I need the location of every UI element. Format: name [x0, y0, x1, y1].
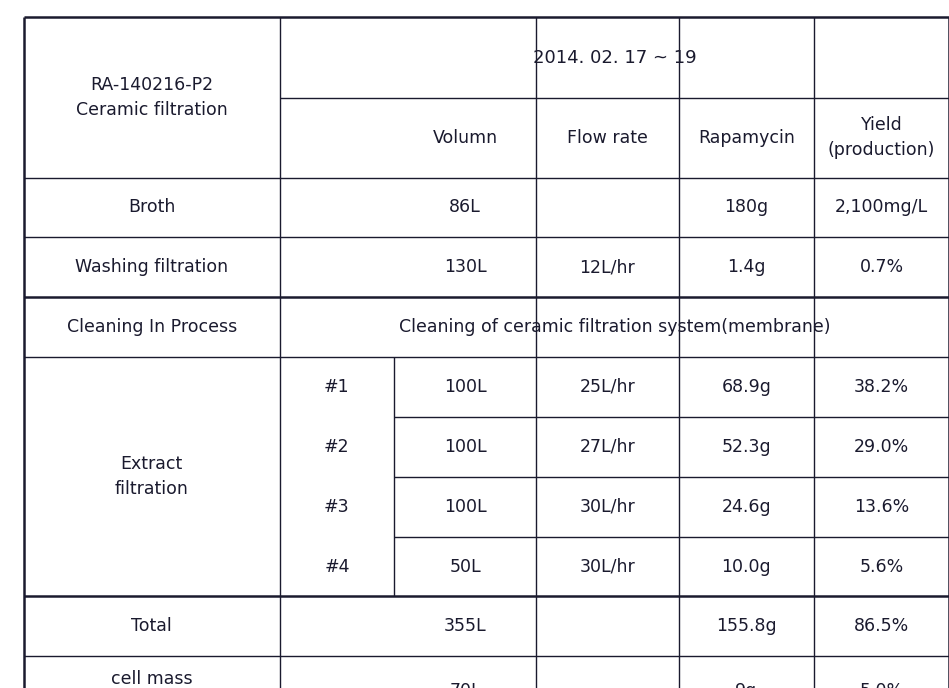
Text: RA-140216-P2
Ceramic filtration: RA-140216-P2 Ceramic filtration	[76, 76, 228, 119]
Text: cell mass
(concentrate): cell mass (concentrate)	[92, 670, 211, 688]
Text: Cleaning of ceramic filtration system(membrane): Cleaning of ceramic filtration system(me…	[399, 318, 830, 336]
Text: 13.6%: 13.6%	[854, 497, 909, 516]
Text: Broth: Broth	[128, 198, 176, 217]
Text: 10.0g: 10.0g	[721, 557, 772, 576]
Text: Yield
(production): Yield (production)	[828, 116, 936, 160]
Text: Volumn: Volumn	[433, 129, 497, 147]
Text: 130L: 130L	[444, 258, 486, 277]
Text: 5.6%: 5.6%	[860, 557, 903, 576]
Text: 100L: 100L	[444, 378, 486, 396]
Text: 355L: 355L	[444, 617, 486, 636]
Text: 68.9g: 68.9g	[721, 378, 772, 396]
Text: 86L: 86L	[449, 198, 481, 217]
Text: 1.4g: 1.4g	[727, 258, 766, 277]
Text: 155.8g: 155.8g	[716, 617, 776, 636]
Text: 27L/hr: 27L/hr	[580, 438, 635, 456]
Text: #4: #4	[325, 557, 349, 576]
Text: 29.0%: 29.0%	[854, 438, 909, 456]
Text: 12L/hr: 12L/hr	[580, 258, 635, 277]
Text: #1: #1	[324, 378, 350, 396]
Text: Washing filtration: Washing filtration	[75, 258, 229, 277]
Text: 38.2%: 38.2%	[854, 378, 909, 396]
Text: Cleaning In Process: Cleaning In Process	[66, 318, 237, 336]
Text: 2014. 02. 17 ~ 19: 2014. 02. 17 ~ 19	[532, 49, 697, 67]
Text: 9g: 9g	[735, 682, 757, 688]
Text: 30L/hr: 30L/hr	[580, 497, 635, 516]
Text: #2: #2	[324, 438, 350, 456]
Text: 180g: 180g	[724, 198, 769, 217]
Text: Flow rate: Flow rate	[567, 129, 648, 147]
Text: 5.0%: 5.0%	[860, 682, 903, 688]
Text: 30L/hr: 30L/hr	[580, 557, 635, 576]
Text: #3: #3	[324, 497, 350, 516]
Text: 86.5%: 86.5%	[854, 617, 909, 636]
Text: 50L: 50L	[449, 557, 481, 576]
Text: 2,100mg/L: 2,100mg/L	[835, 198, 928, 217]
Text: 52.3g: 52.3g	[721, 438, 772, 456]
Text: 24.6g: 24.6g	[721, 497, 772, 516]
Text: Extract
filtration: Extract filtration	[115, 455, 189, 498]
Text: 70L: 70L	[449, 682, 481, 688]
Text: 100L: 100L	[444, 497, 486, 516]
Text: 100L: 100L	[444, 438, 486, 456]
Text: 25L/hr: 25L/hr	[580, 378, 635, 396]
Text: 0.7%: 0.7%	[860, 258, 903, 277]
Text: Rapamycin: Rapamycin	[698, 129, 795, 147]
Text: Total: Total	[132, 617, 172, 636]
